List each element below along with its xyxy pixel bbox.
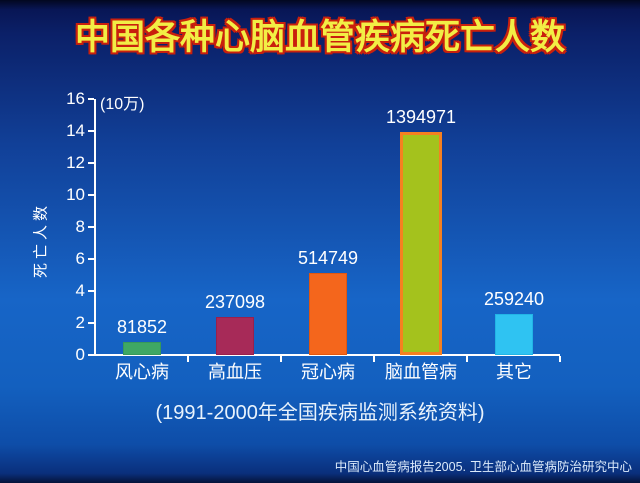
y-tick-label: 0 — [75, 345, 85, 364]
bar-value-label: 1394971 — [385, 107, 457, 127]
bar-3 — [309, 273, 347, 355]
x-category-label: 脑血管病 — [385, 362, 457, 382]
x-tick — [373, 356, 375, 362]
x-category-label: 冠心病 — [301, 362, 355, 382]
y-tick — [88, 226, 94, 228]
x-tick — [466, 356, 468, 362]
x-category-label: 其它 — [496, 362, 532, 382]
bar-5 — [495, 314, 533, 355]
bar-value-label: 514749 — [297, 248, 359, 268]
bar-1 — [123, 342, 161, 355]
y-tick — [88, 162, 94, 164]
bar-value-label: 259240 — [483, 289, 545, 309]
bar-value-label: 81852 — [116, 317, 168, 337]
y-tick-label: 2 — [75, 313, 85, 332]
y-tick — [88, 98, 94, 100]
credit-line: 中国心血管病报告2005. 卫生部心血管病防治研究中心 — [334, 460, 632, 474]
x-tick — [280, 356, 282, 362]
y-tick-label: 14 — [66, 121, 85, 140]
y-tick-label: 10 — [66, 185, 85, 204]
x-category-label: 高血压 — [208, 362, 262, 382]
y-axis-unit-note: (10万) — [100, 96, 145, 113]
y-tick — [88, 258, 94, 260]
chart-title: 中国各种心脑血管疾病死亡人数 — [74, 18, 565, 57]
y-tick-label: 8 — [75, 217, 85, 236]
y-tick-label: 16 — [66, 89, 85, 108]
bar-2 — [216, 317, 254, 355]
x-axis-line — [94, 354, 560, 356]
bar-value-label: 237098 — [204, 292, 266, 312]
y-axis-line — [94, 99, 96, 356]
y-tick — [88, 130, 94, 132]
source-caption: (1991-2000年全国疾病监测系统资料) — [155, 402, 485, 424]
bar-4 — [400, 132, 442, 355]
y-tick — [88, 322, 94, 324]
y-axis-label: 死亡人数 — [32, 201, 50, 279]
x-category-label: 风心病 — [115, 362, 169, 382]
x-tick — [187, 356, 189, 362]
x-tick — [559, 356, 561, 362]
y-tick — [88, 354, 94, 356]
y-tick — [88, 290, 94, 292]
y-tick — [88, 194, 94, 196]
y-tick-label: 12 — [66, 153, 85, 172]
y-tick-label: 6 — [75, 249, 85, 268]
y-tick-label: 4 — [75, 281, 85, 300]
